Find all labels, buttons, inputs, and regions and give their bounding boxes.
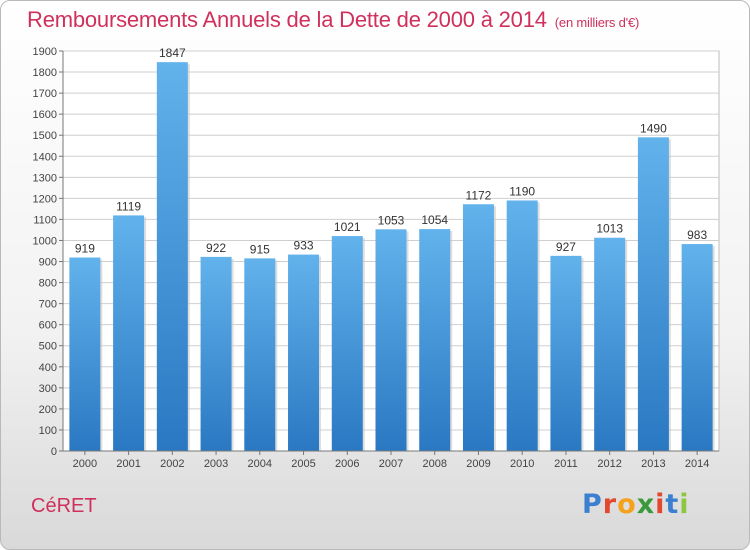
bar xyxy=(637,137,669,451)
logo-letter: r xyxy=(602,489,618,520)
bar xyxy=(244,258,276,451)
bar xyxy=(419,229,451,451)
x-tick-label: 2014 xyxy=(685,458,709,470)
y-tick-label: 1200 xyxy=(33,193,57,205)
y-tick-label: 1500 xyxy=(33,130,57,142)
data-label: 1053 xyxy=(378,213,405,227)
data-label: 922 xyxy=(206,241,226,255)
x-tick-label: 2009 xyxy=(466,458,490,470)
y-tick-label: 1700 xyxy=(33,88,57,100)
y-tick-label: 900 xyxy=(39,257,57,269)
x-tick-label: 2000 xyxy=(73,458,97,470)
chart-title-text: Remboursements Annuels de la Dette de 20… xyxy=(27,7,547,32)
bar xyxy=(681,244,713,451)
y-tick-label: 500 xyxy=(39,341,57,353)
data-label: 919 xyxy=(75,242,95,256)
bar xyxy=(506,200,538,451)
y-tick-label: 300 xyxy=(39,383,57,395)
data-label: 1054 xyxy=(421,213,448,227)
data-label: 1172 xyxy=(466,188,492,202)
proxiti-logo: Proxiti xyxy=(582,489,690,520)
bar xyxy=(594,237,626,451)
y-tick-label: 100 xyxy=(39,425,57,437)
y-tick-label: 1400 xyxy=(33,151,57,163)
bar xyxy=(156,62,188,451)
x-tick-label: 2008 xyxy=(422,458,446,470)
data-label: 1490 xyxy=(640,121,667,135)
y-tick-label: 0 xyxy=(51,446,57,458)
x-tick-label: 2002 xyxy=(160,458,184,470)
y-tick-label: 1100 xyxy=(33,214,57,226)
logo-letter: o xyxy=(617,489,637,520)
data-label: 1190 xyxy=(509,184,535,198)
x-tick-label: 2012 xyxy=(597,458,621,470)
y-tick-label: 700 xyxy=(39,299,57,311)
bar xyxy=(69,257,101,451)
y-tick-label: 200 xyxy=(39,404,57,416)
x-tick-label: 2010 xyxy=(510,458,534,470)
data-label: 1119 xyxy=(116,199,141,213)
data-label: 1021 xyxy=(334,220,361,234)
logo-letter: i xyxy=(655,489,666,520)
x-tick-label: 2004 xyxy=(248,458,272,470)
y-tick-label: 800 xyxy=(39,278,57,290)
data-label: 915 xyxy=(250,242,270,256)
y-tick-label: 1000 xyxy=(33,235,57,247)
x-tick-label: 2006 xyxy=(335,458,359,470)
city-name: CéRET xyxy=(31,495,97,517)
data-label: 1013 xyxy=(596,222,623,236)
chart-title: Remboursements Annuels de la Dette de 20… xyxy=(27,7,639,33)
bar xyxy=(375,229,407,451)
bar xyxy=(200,256,232,451)
x-tick-label: 2007 xyxy=(379,458,403,470)
y-tick-label: 600 xyxy=(39,320,57,332)
data-label: 1847 xyxy=(159,46,186,60)
logo-letter: x xyxy=(636,489,656,520)
chart-unit: (en milliers d'€) xyxy=(554,15,640,30)
x-tick-label: 2013 xyxy=(641,458,665,470)
logo-letter: P xyxy=(582,489,603,520)
logo-letter: t xyxy=(665,489,680,520)
y-tick-label: 1600 xyxy=(33,109,57,121)
bar xyxy=(288,254,320,451)
data-label: 927 xyxy=(556,240,576,254)
x-tick-label: 2003 xyxy=(204,458,228,470)
data-label: 983 xyxy=(687,228,707,242)
bar xyxy=(113,215,145,451)
x-tick-label: 2005 xyxy=(291,458,315,470)
data-label: 933 xyxy=(294,239,314,253)
x-tick-label: 2001 xyxy=(116,458,140,470)
bar xyxy=(550,255,582,451)
y-tick-label: 400 xyxy=(39,362,57,374)
bar xyxy=(462,204,494,451)
x-tick-label: 2011 xyxy=(554,458,578,470)
y-tick-label: 1900 xyxy=(33,46,57,58)
logo-letter: i xyxy=(679,489,690,520)
bar xyxy=(331,236,363,451)
y-tick-label: 1800 xyxy=(33,67,57,79)
y-tick-label: 1300 xyxy=(33,172,57,184)
